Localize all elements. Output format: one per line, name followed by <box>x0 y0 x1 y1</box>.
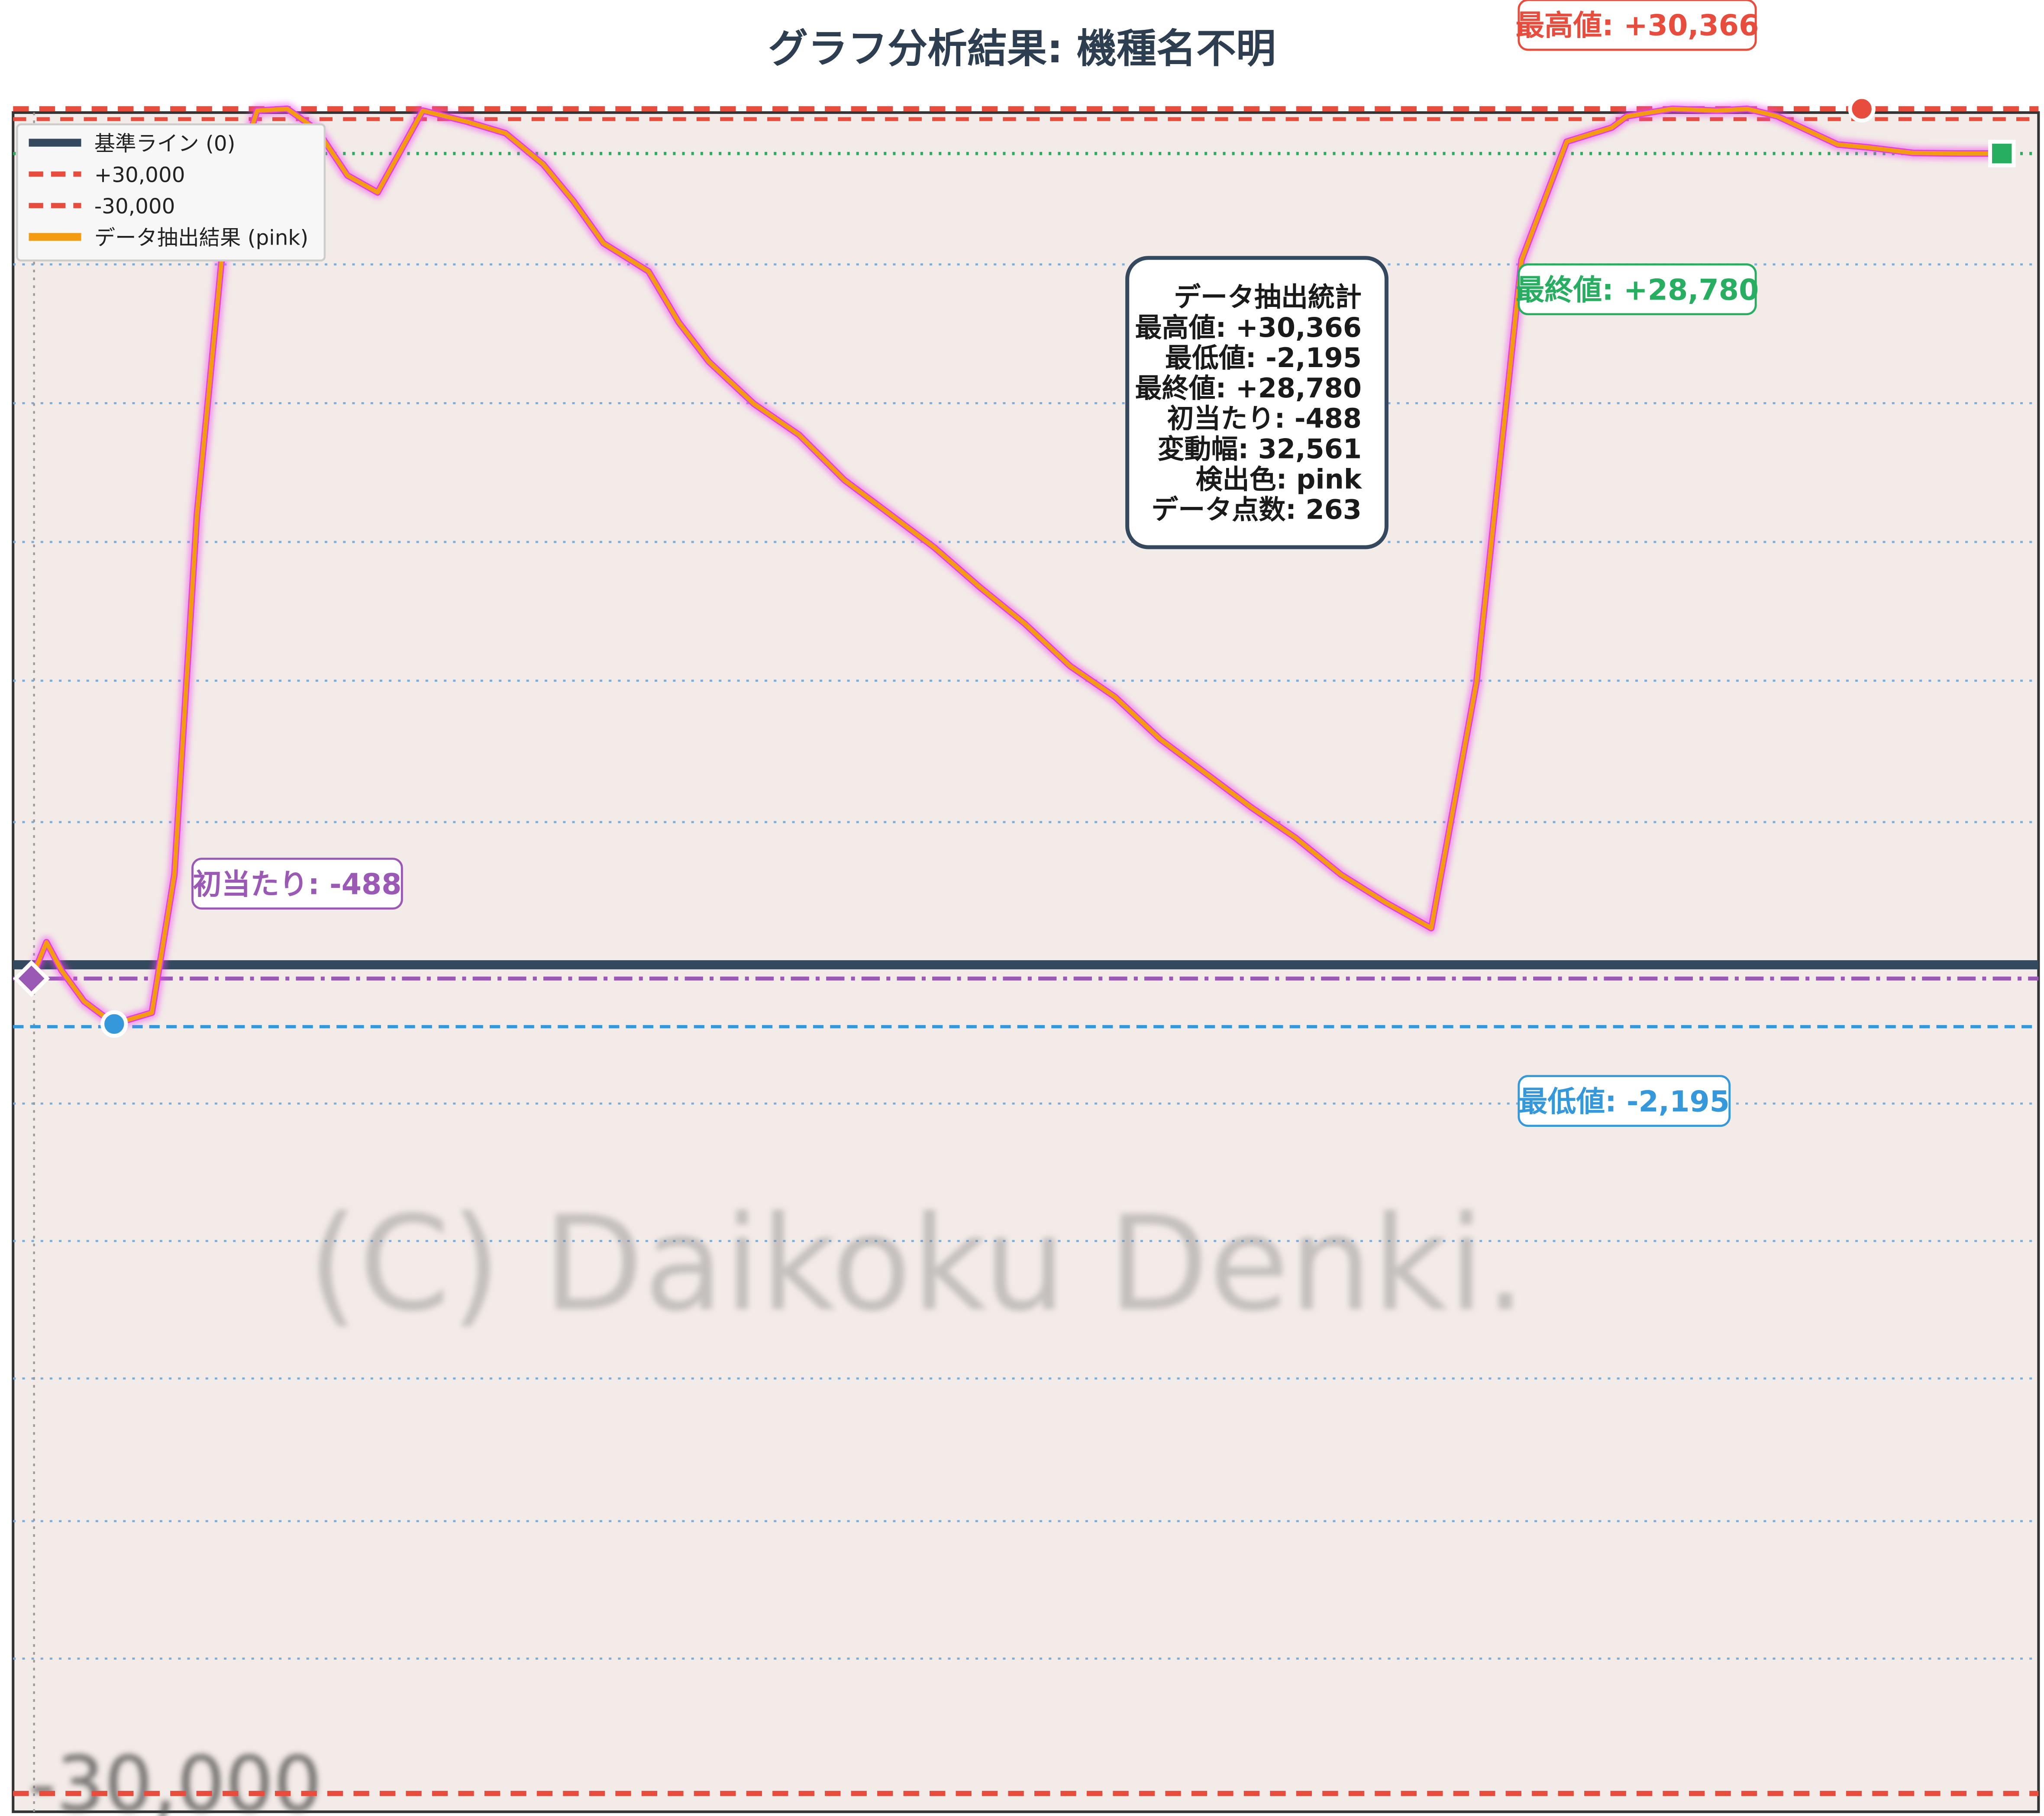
markers <box>13 95 2016 1038</box>
first-hit-point <box>13 960 50 997</box>
first-hit-label: 初当たり: -488 <box>191 858 403 910</box>
background-axis-label: -30,000 <box>29 1740 322 1816</box>
legend-label: 基準ライン (0) <box>94 132 236 156</box>
first-hit-label-text: 初当たり: -488 <box>193 867 401 901</box>
legend-label: +30,000 <box>94 163 185 187</box>
chart-title: グラフ分析結果: 機種名不明 <box>768 26 1276 72</box>
max-label: 最高値: +30,366 <box>1516 0 1759 51</box>
stats-line: 検出色: pink <box>1196 464 1363 495</box>
max-label-text: 最高値: +30,366 <box>1516 9 1759 42</box>
final-label: 最終値: +28,780 <box>1516 263 1759 316</box>
first-hit-label-box <box>191 858 403 910</box>
min-label: 最低値: -2,195 <box>1518 1075 1731 1127</box>
legend: 基準ライン (0) +30,000 -30,000 データ抽出結果 (pink) <box>16 123 326 262</box>
stats-line: 変動幅: 32,561 <box>1157 433 1362 464</box>
stats-box-frame <box>1125 256 1388 549</box>
min-point <box>100 1010 128 1038</box>
stats-line: データ点数: 263 <box>1151 494 1362 526</box>
final-label-box <box>1518 263 1757 316</box>
min-label-box <box>1518 1075 1731 1127</box>
stats-line: 最低値: -2,195 <box>1165 342 1362 374</box>
max-label-box <box>1518 0 1757 51</box>
stats-line: データ抽出統計 <box>1174 281 1362 313</box>
stats-line: 最高値: +30,366 <box>1135 312 1362 343</box>
legend-box <box>16 123 326 262</box>
min-label-text: 最低値: -2,195 <box>1519 1084 1730 1118</box>
stats-line: 最終値: +28,780 <box>1135 372 1362 404</box>
final-label-text: 最終値: +28,780 <box>1516 273 1759 306</box>
legend-label: -30,000 <box>94 194 175 219</box>
watermark-text: (C) Daikoku Denki. <box>308 1188 1526 1340</box>
final-point <box>1988 139 2016 168</box>
max-point <box>1848 95 1876 123</box>
background-image-layer: (C) Daikoku Denki. -30,000 <box>29 1188 1526 1816</box>
stats-line: 初当たり: -488 <box>1167 403 1362 434</box>
legend-label: データ抽出結果 (pink) <box>94 226 309 250</box>
